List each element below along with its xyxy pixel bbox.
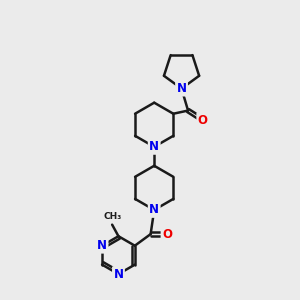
Text: N: N	[149, 203, 159, 216]
Text: N: N	[149, 140, 159, 153]
Text: O: O	[198, 113, 208, 127]
Text: N: N	[113, 268, 124, 281]
Text: CH₃: CH₃	[103, 212, 121, 221]
Text: O: O	[162, 228, 172, 241]
Text: N: N	[97, 239, 107, 252]
Text: N: N	[176, 82, 187, 95]
